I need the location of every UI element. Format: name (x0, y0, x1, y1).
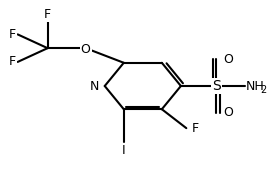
Text: S: S (212, 79, 221, 93)
Text: I: I (122, 144, 126, 157)
Text: O: O (81, 42, 91, 56)
Text: O: O (223, 106, 233, 119)
Text: O: O (223, 53, 233, 66)
Text: F: F (8, 28, 16, 41)
Text: 2: 2 (260, 85, 266, 95)
Text: F: F (192, 122, 199, 135)
Text: NH: NH (246, 79, 265, 93)
Text: F: F (8, 55, 16, 68)
Text: N: N (89, 79, 99, 93)
Text: F: F (44, 8, 51, 21)
